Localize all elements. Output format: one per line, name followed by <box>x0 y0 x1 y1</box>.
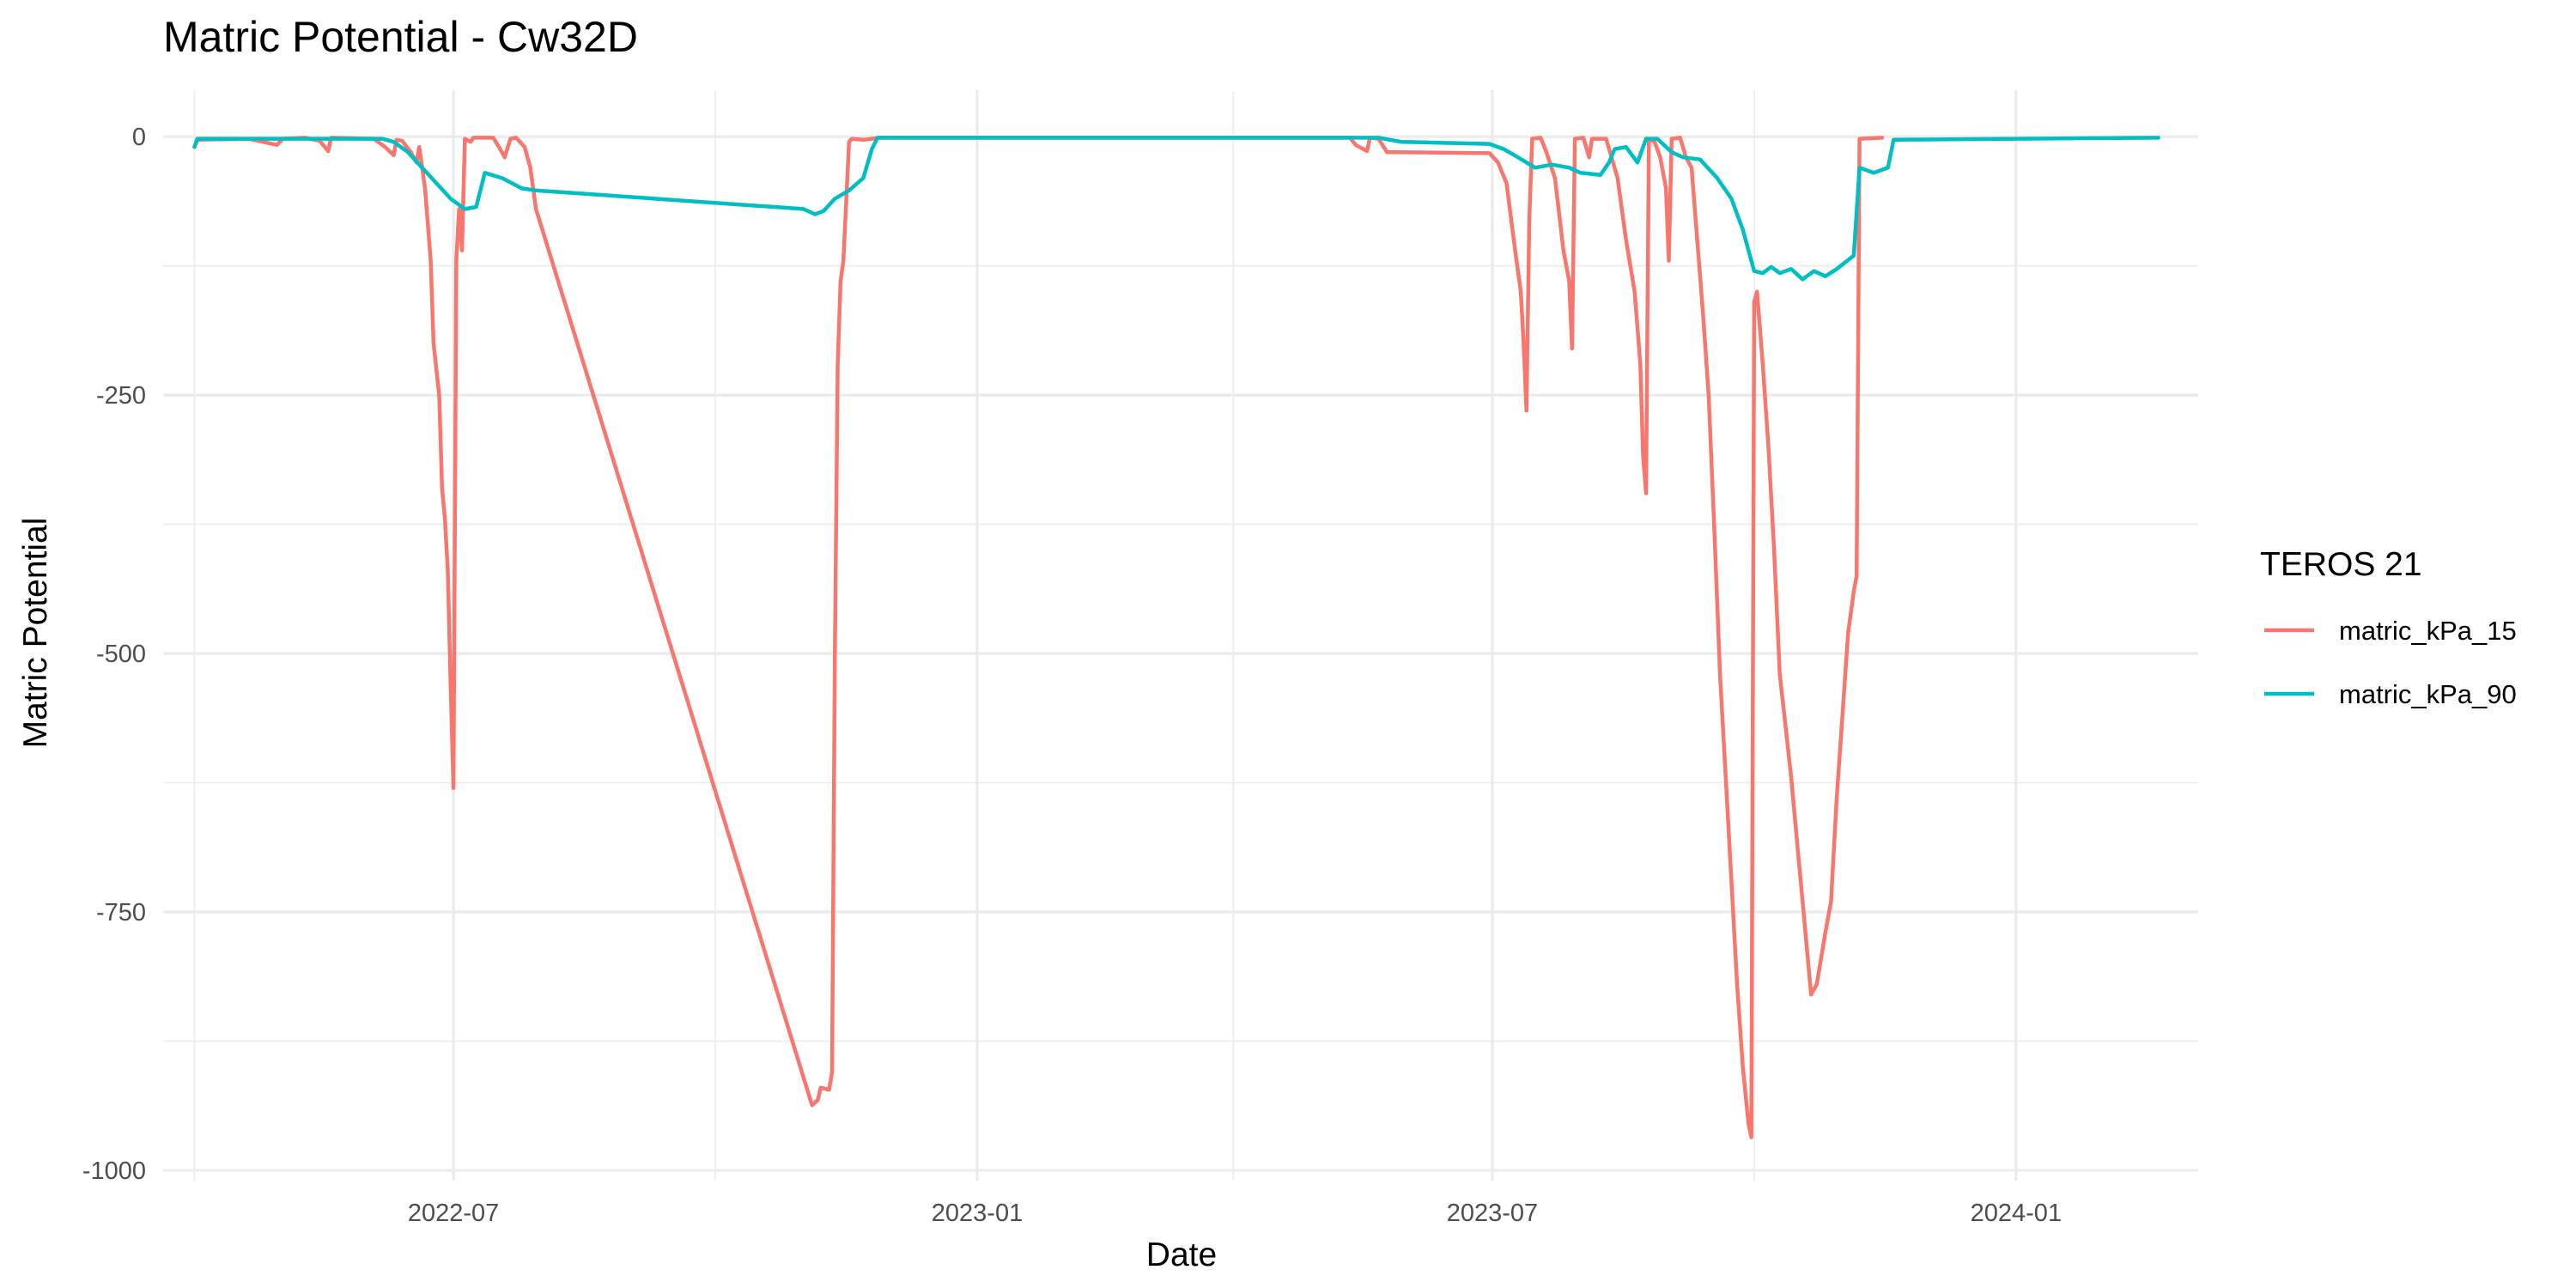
x-tick-label: 2023-07 <box>1447 1200 1538 1227</box>
x-axis-title: Date <box>1146 1236 1217 1273</box>
legend-item: matric_kPa_15 <box>2264 616 2517 646</box>
legend-label: matric_kPa_15 <box>2339 616 2517 646</box>
series-line-matric_kPa_15 <box>192 136 1885 1139</box>
legend-item: matric_kPa_90 <box>2264 679 2517 709</box>
x-tick-label: 2024-01 <box>1971 1200 2062 1227</box>
y-axis-ticks: 0 -250 -500 -750 -1000 <box>82 124 146 1185</box>
y-tick-label: -500 <box>96 641 146 668</box>
x-axis-ticks: 2022-07 2023-01 2023-07 2024-01 <box>408 1200 2062 1227</box>
x-tick-label: 2022-07 <box>408 1200 499 1227</box>
legend-label: matric_kPa_90 <box>2339 679 2517 709</box>
minor-gridlines <box>163 90 2198 1181</box>
y-tick-label: 0 <box>132 124 146 151</box>
series-layer <box>192 136 2160 1139</box>
y-axis-title: Matric Potential <box>17 518 54 749</box>
major-gridlines <box>163 90 2198 1181</box>
y-tick-label: -750 <box>96 899 146 927</box>
series-line-matric_kPa_90 <box>192 136 2160 282</box>
y-tick-label: -250 <box>96 382 146 410</box>
x-tick-label: 2023-01 <box>932 1200 1023 1227</box>
y-tick-label: -1000 <box>82 1157 146 1185</box>
legend: TEROS 21 matric_kPa_15 matric_kPa_90 <box>2260 546 2517 709</box>
legend-title: TEROS 21 <box>2260 546 2422 583</box>
chart-title: Matric Potential - Cw32D <box>163 13 638 61</box>
legend-items: matric_kPa_15 matric_kPa_90 <box>2264 616 2517 709</box>
